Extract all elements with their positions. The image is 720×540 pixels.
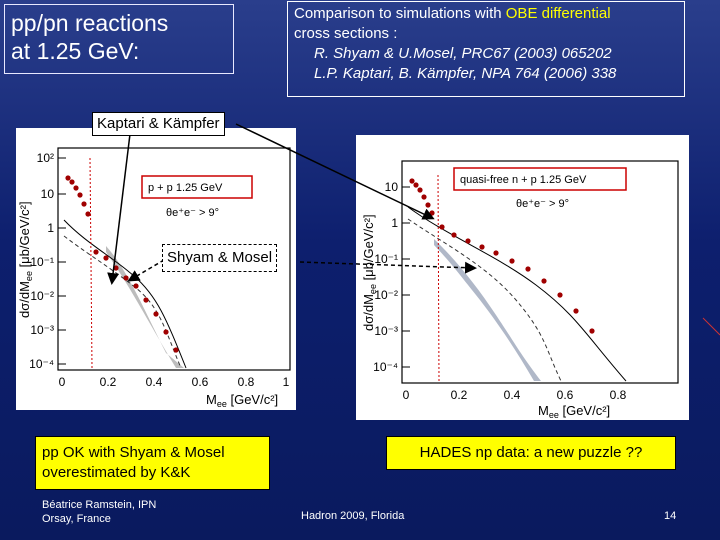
plot-np-curve-solid	[407, 206, 627, 382]
note-pp-conclusion: pp OK with Shyam & Mosel overestimated b…	[35, 436, 270, 490]
plot-pp-xtick: 0.6	[192, 375, 209, 389]
footer-conference: Hadron 2009, Florida	[301, 510, 405, 522]
plot-np-ytick: 10	[385, 180, 399, 194]
references-line-2: cross sections :	[294, 25, 398, 42]
plot-pp-data-points	[65, 175, 179, 353]
references-box: Comparison to simulations with OBE diffe…	[287, 1, 685, 97]
plot-pp-ylabel: dσ/dMee [μb/GeV/c²]	[17, 201, 34, 318]
plot-pp-pi0-dalitz-curve	[89, 157, 93, 369]
plot-np-pi0-dalitz-curve	[437, 174, 440, 382]
plot-pp: 10² 10 1 10⁻¹ 10⁻² 10⁻³ 10⁻⁴ 0 0.2 0.4 0…	[17, 147, 291, 409]
plot-np-ytick: 10⁻¹	[374, 252, 398, 266]
plot-np-legend-box	[453, 167, 627, 191]
plot-np-xtick: 0.6	[557, 388, 574, 402]
plot-np-panel: 10 1 10⁻¹ 10⁻² 10⁻³ 10⁻⁴ 0 0.2 0.4 0.6 0…	[356, 135, 689, 420]
plot-pp-xlabel: Mee [GeV/c²]	[206, 392, 278, 409]
plot-np-curve-dashed	[407, 218, 562, 382]
plot-np-xtick: 0.4	[504, 388, 521, 402]
plot-pp-legend-reaction: p + p 1.25 GeV	[148, 182, 223, 194]
plot-pp-legend-cut: θe⁺e⁻ > 9°	[166, 207, 219, 219]
plot-np: 10 1 10⁻¹ 10⁻² 10⁻³ 10⁻⁴ 0 0.2 0.4 0.6 0…	[361, 160, 679, 420]
title-line-1: pp/pn reactions	[11, 10, 169, 36]
title-line-2: at 1.25 GeV:	[11, 38, 140, 64]
reference-kaptari-kampfer: L.P. Kaptari, B. Kämpfer, NPA 764 (2006)…	[314, 65, 617, 82]
plot-pp-frame	[57, 147, 291, 371]
note-pp-line-1: pp OK with Shyam & Mosel	[42, 444, 225, 461]
label-shyam-mosel: Shyam & Mosel	[162, 244, 278, 272]
plot-pp-ytick: 10⁻⁴	[29, 357, 54, 371]
references-line-1: Comparison to simulations with OBE diffe…	[294, 4, 678, 24]
footer-author: Béatrice Ramstein, IPN Orsay, France	[42, 498, 156, 526]
plot-pp-xtick: 0	[59, 375, 66, 389]
plot-np-xtick: 0.2	[451, 388, 468, 402]
label-kaptari-kampfer: Kaptari & Kämpfer	[92, 112, 225, 136]
plot-pp-ytick: 10	[41, 187, 55, 201]
footer-author-line-1: Béatrice Ramstein, IPN	[42, 499, 157, 511]
plot-np-xtick: 0	[403, 388, 410, 402]
plot-np-ylabel: dσ/dMee [μb/GeV/c²]	[361, 214, 378, 331]
plot-np-ytick: 1	[391, 216, 398, 230]
references-highlight: OBE differential	[505, 5, 611, 22]
plot-np-ytick: 10⁻³	[374, 324, 398, 338]
plot-np-legend-reaction: quasi-free n + p 1.25 GeV	[460, 174, 587, 186]
reference-shyam-mosel: R. Shyam & U.Mosel, PRC67 (2003) 065202	[314, 45, 612, 62]
note-np-conclusion: HADES np data: a new puzzle ??	[386, 436, 676, 470]
references-prefix: Comparison to simulations with	[294, 5, 506, 22]
plot-pp-xtick: 0.2	[100, 375, 117, 389]
plot-pp-ytick: 10⁻²	[30, 289, 54, 303]
note-pp-line-2: overestimated by K&K	[42, 464, 191, 481]
plot-np-xlabel: Mee [GeV/c²]	[538, 403, 610, 420]
decorative-line	[702, 317, 720, 336]
plot-np-ytick: 10⁻²	[374, 288, 398, 302]
plot-np-legend-cut: θe⁺e⁻ > 9°	[516, 198, 569, 210]
plot-pp-curve-dashed	[63, 235, 182, 369]
plot-pp-xtick: 0.4	[146, 375, 163, 389]
plot-np-frame	[401, 160, 679, 384]
plot-pp-ytick: 10²	[37, 151, 54, 165]
slide-title: pp/pn reactions at 1.25 GeV:	[4, 4, 234, 74]
plot-np-ytick: 10⁻⁴	[373, 360, 398, 374]
footer-author-line-2: Orsay, France	[42, 513, 111, 525]
slide-number: 14	[664, 510, 677, 522]
plot-pp-ytick: 1	[47, 221, 54, 235]
plot-pp-xtick: 1	[283, 375, 290, 389]
plot-pp-ytick: 10⁻¹	[30, 255, 54, 269]
plot-pp-curve-solid	[63, 219, 187, 369]
plot-np-simulation-band	[434, 239, 541, 381]
plot-np-xtick: 0.8	[610, 388, 627, 402]
plot-pp-xtick: 0.8	[238, 375, 255, 389]
plot-pp-ytick: 10⁻³	[30, 323, 54, 337]
